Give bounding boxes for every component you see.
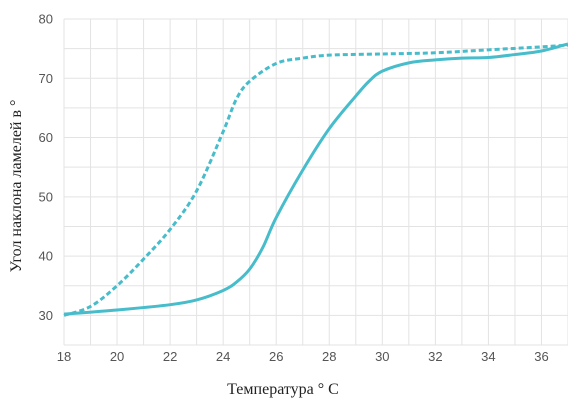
x-axis-title: Температура ° C	[227, 381, 339, 398]
series-layer	[63, 42, 568, 317]
x-tick-label: 22	[163, 349, 177, 364]
y-tick-label: 40	[39, 249, 53, 264]
x-tick-label: 32	[428, 349, 442, 364]
x-tick-label: 30	[375, 349, 389, 364]
y-tick-labels: 30 40 50 60 70 80	[39, 12, 53, 323]
y-tick-label: 70	[39, 71, 53, 86]
x-tick-labels: 18 20 22 24 26 28 30 32 34 36	[57, 349, 549, 364]
x-tick-label: 18	[57, 349, 71, 364]
y-tick-label: 30	[39, 308, 53, 323]
x-tick-label: 28	[322, 349, 336, 364]
x-tick-label: 34	[481, 349, 495, 364]
y-tick-label: 50	[39, 189, 53, 204]
x-tick-label: 24	[216, 349, 230, 364]
y-axis-title: Угол наклона ламелей в °	[8, 100, 25, 273]
y-tick-label: 60	[39, 130, 53, 145]
x-tick-label: 20	[110, 349, 124, 364]
series-line-solid	[63, 42, 568, 316]
x-tick-label: 26	[269, 349, 283, 364]
x-tick-label: 36	[534, 349, 548, 364]
series-line-dashed	[63, 43, 568, 317]
y-tick-label: 80	[39, 12, 53, 27]
grid	[63, 18, 568, 346]
